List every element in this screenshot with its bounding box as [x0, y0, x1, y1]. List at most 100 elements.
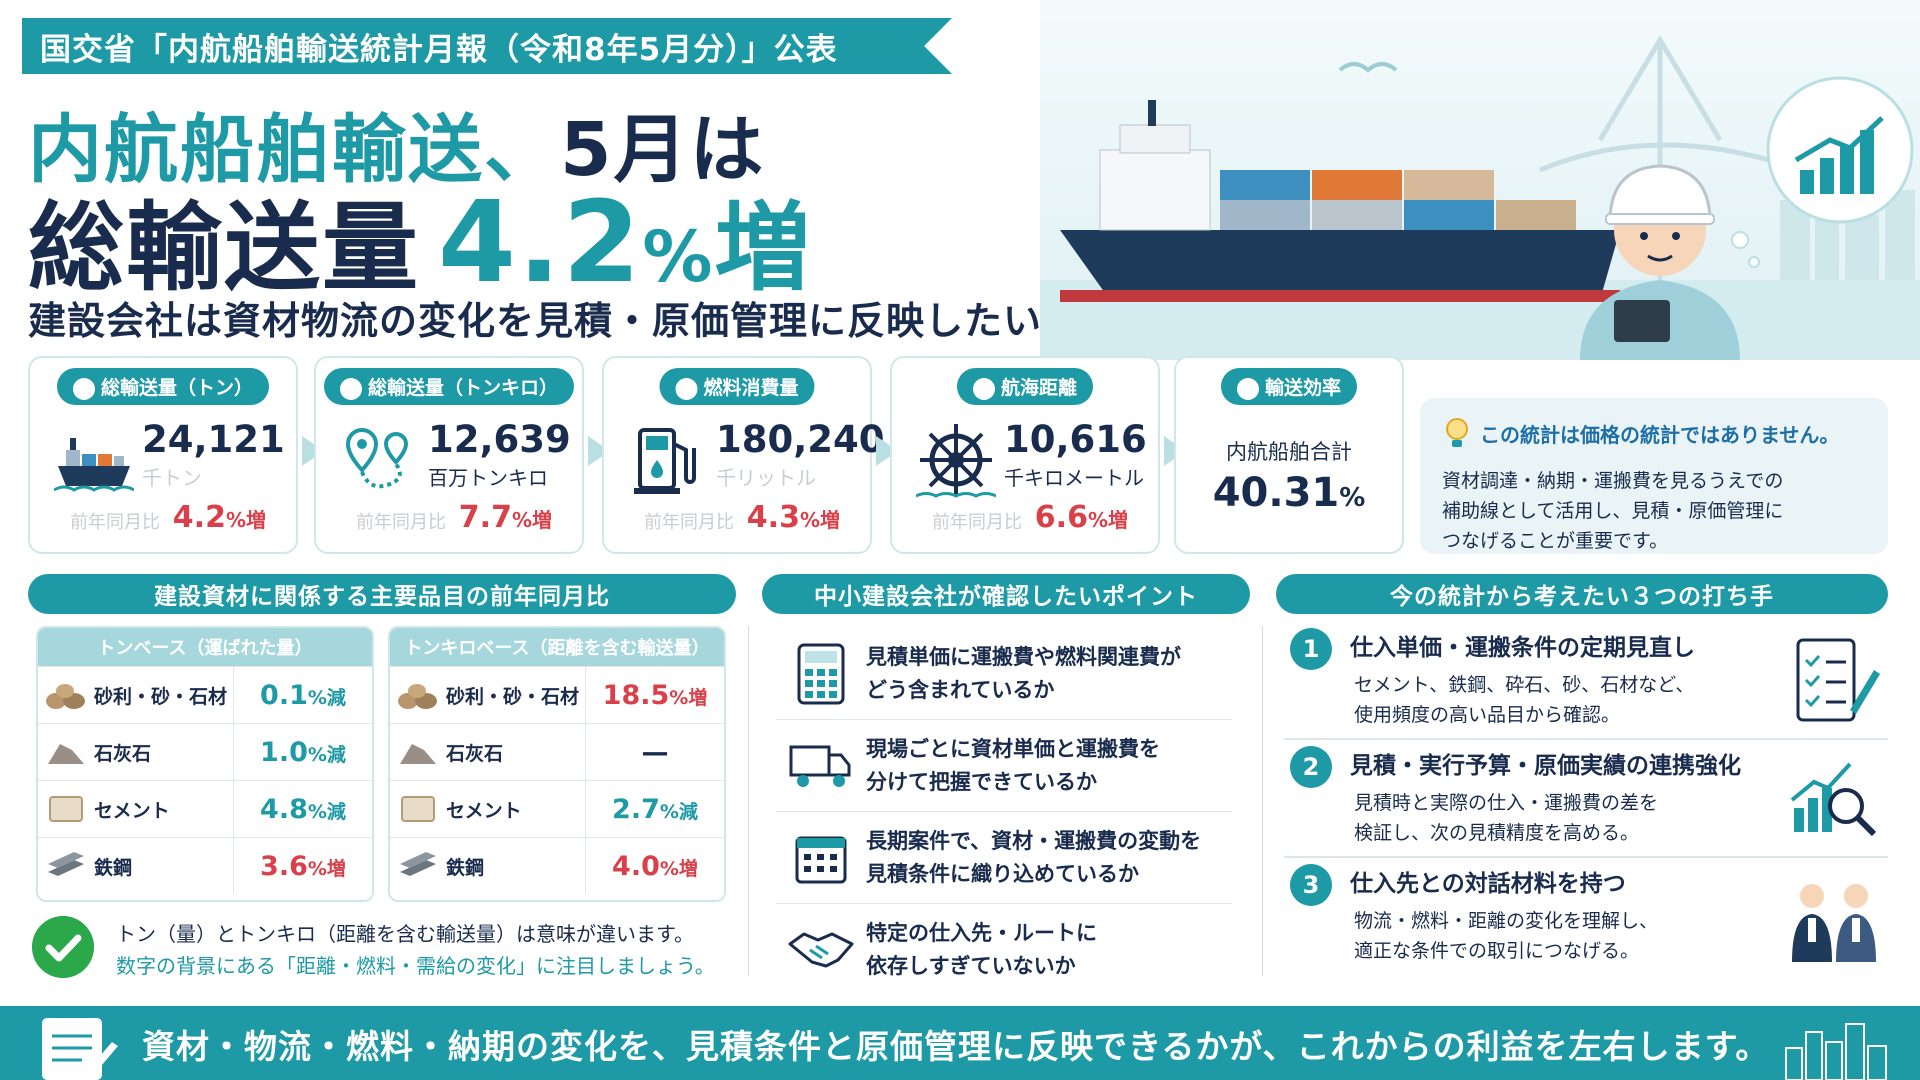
note-title: この統計は価格の統計ではありません。: [1442, 416, 1866, 450]
stat-yoy-suffix: %増: [1087, 508, 1128, 532]
material-change-suffix: %減: [659, 800, 698, 823]
leaf-icon: [1236, 377, 1259, 400]
divider: [1262, 626, 1263, 976]
checkpoint-line: 現場ごとに資材単価と運搬費を: [866, 736, 1160, 761]
material-name: 鉄鋼: [446, 838, 586, 894]
stat-card-efficiency: 輸送効率 内航船舶合計 40.31%: [1174, 356, 1404, 554]
checkpoint-line: 長期案件で、資材・運搬費の変動を: [866, 828, 1202, 853]
action-number: 3: [1290, 864, 1332, 906]
material-change: —: [586, 737, 724, 768]
table-row: 鉄鋼 3.6%増: [38, 837, 372, 894]
material-change: 0.1%減: [234, 680, 372, 711]
route-pin-icon: [345, 427, 409, 489]
checkpoint-text: 見積単価に運搬費や燃料関連費が どう含まれているか: [866, 641, 1181, 707]
headline-part-a: 内航船舶輸送、: [28, 107, 560, 193]
statistics-note: この統計は価格の統計ではありません。 資材調達・納期・運搬費を見るうえでの 補助…: [1420, 398, 1888, 554]
material-change: 4.0%増: [586, 851, 724, 882]
checkpoint-list: 見積単価に運搬費や燃料関連費が どう含まれているか 現場ごとに資材単価と運搬費を分…: [776, 628, 1232, 996]
action-description: 物流・燃料・距離の変化を理解し、 適正な条件での取引につなげる。: [1354, 906, 1658, 966]
headline-line2: 総輸送量 4.2% 増: [28, 170, 813, 309]
ship-icon: [54, 438, 134, 492]
action-list: 1 仕入単価・運搬条件の定期見直し セメント、鉄鋼、砕石、砂、石材など、 使用頻度…: [1284, 622, 1888, 976]
checkpoint-line: 依存しすぎていないか: [866, 954, 1076, 978]
bird-icon: [1338, 62, 1398, 73]
table-row: 石灰石 —: [390, 723, 724, 780]
table-row: 砂利・砂・石材 0.1%減: [38, 666, 372, 723]
stat-yoy-suffix: %増: [799, 508, 840, 532]
action-number: 1: [1290, 628, 1332, 670]
ton-km-base-table: トンキロベース（距離を含む輸送量） 砂利・砂・石材 18.5%増 石灰石 — セ…: [388, 626, 726, 902]
material-change: 1.0%減: [234, 737, 372, 768]
note-line: 補助線として活用し、見積・原価管理に: [1442, 500, 1784, 522]
stat-yoy-number: 4.2: [172, 500, 226, 535]
stat-pill: 総輸送量（トンキロ）: [323, 368, 575, 405]
list-item: 見積単価に運搬費や燃料関連費が どう含まれているか: [776, 628, 1232, 720]
stat-yoy-suffix: %増: [225, 508, 266, 532]
stat-yoy-label: 前年同月比: [356, 512, 446, 533]
headline-percent-number: 4.2: [438, 178, 643, 308]
limestone-icon: [400, 744, 436, 764]
list-item: 特定の仕入先・ルートに 依存しすぎていないか: [776, 904, 1232, 996]
action-title: 見積・実行予算・原価実績の連携強化: [1350, 753, 1741, 779]
headline-increase: 増: [714, 192, 813, 304]
material-name: セメント: [446, 781, 586, 837]
table-header: トンベース（運ばれた量）: [38, 628, 372, 666]
gravel-icon: [46, 684, 85, 709]
action-line: セメント、鉄鋼、砕石、砂、石材など、: [1354, 674, 1695, 696]
action-title: 仕入単価・運搬条件の定期見直し: [1350, 635, 1695, 661]
action-number: 2: [1290, 746, 1332, 788]
clipboard-icon: [42, 1018, 118, 1080]
stat-yoy-label: 前年同月比: [644, 512, 734, 533]
stat-yoy-number: 6.6: [1034, 500, 1088, 535]
material-change-suffix: %増: [659, 857, 698, 880]
stat-card-fuel: 燃料消費量 180,240 千リットル 前年同月比 4.3%増: [602, 356, 885, 554]
leaf-icon: [339, 377, 362, 400]
list-item: 現場ごとに資材単価と運搬費を 分けて把握できているか: [776, 720, 1232, 812]
material-change: 2.7%減: [586, 794, 724, 825]
headline-line1: 内航船舶輸送、5月は: [28, 90, 766, 197]
checkpoint-line: 見積単価に運搬費や燃料関連費が: [866, 644, 1181, 669]
material-change-suffix: %減: [307, 743, 346, 766]
material-change: 4.8%減: [234, 794, 372, 825]
action-line: 検証し、次の見積精度を高める。: [1354, 822, 1640, 844]
material-name: 鉄鋼: [94, 838, 234, 894]
checkpoint-line: 見積条件に織り込めているか: [866, 861, 1139, 886]
divider: [748, 626, 749, 976]
calculator-icon: [797, 643, 845, 704]
footer-message: 資材・物流・燃料・納期の変化を、見積条件と原価管理に反映できるかが、これからの利…: [142, 1027, 1770, 1066]
note-title-text: この統計は価格の統計ではありません。: [1480, 422, 1840, 447]
stat-value: 180,240: [716, 418, 885, 461]
fuel-pump-icon: [634, 428, 696, 494]
checkpoint-text: 長期案件で、資材・運搬費の変動を 見積条件に織り込めているか: [866, 825, 1201, 891]
analysis-magnifier-icon: [1790, 762, 1877, 837]
section-header-materials: 建設資材に関係する主要品目の前年同月比: [28, 574, 736, 614]
checklist-icon: [1796, 638, 1880, 722]
cement-bag-icon: [49, 796, 83, 822]
lightbulb-icon: [1446, 418, 1468, 447]
stat-value: 24,121: [142, 418, 285, 461]
headline-percent-sign: %: [642, 216, 715, 298]
stat-yoy-number: 4.3: [746, 500, 800, 535]
section-header-text: 今の統計から考えたい３つの打ち手: [1390, 584, 1774, 610]
material-change-suffix: %増: [669, 686, 708, 709]
stat-pill: 総輸送量（トン）: [56, 368, 270, 405]
checkpoint-text: 特定の仕入先・ルートに 依存しすぎていないか: [866, 917, 1097, 983]
fuel-pump-small-icon: [675, 377, 698, 400]
hero-illustration: [1040, 0, 1920, 360]
stat-label: 航海距離: [1000, 377, 1078, 399]
table-row: セメント 2.7%減: [390, 780, 724, 837]
stat-yoy-number: 7.7: [458, 500, 512, 535]
material-name: 石灰石: [446, 724, 586, 780]
stat-unit: 千リットル: [716, 466, 816, 490]
note-line: 資材調達・納期・運搬費を見るうえでの: [1442, 470, 1784, 492]
table-header: トンキロベース（距離を含む輸送量）: [390, 628, 724, 666]
list-item: 1 仕入単価・運搬条件の定期見直し セメント、鉄鋼、砕石、砂、石材など、 使用頻度…: [1284, 622, 1888, 740]
material-change-number: 3.6: [260, 850, 308, 882]
action-line: 物流・燃料・距離の変化を理解し、: [1354, 910, 1659, 932]
stat-pill: 航海距離: [956, 368, 1094, 405]
checkpoint-line: 特定の仕入先・ルートに: [866, 921, 1097, 945]
material-name: 石灰石: [94, 724, 234, 780]
section-header-actions: 今の統計から考えたい３つの打ち手: [1276, 574, 1888, 614]
footer-banner: 資材・物流・燃料・納期の変化を、見積条件と原価管理に反映できるかが、これからの利…: [0, 1006, 1920, 1080]
checkpoint-line: どう含まれているか: [866, 677, 1055, 702]
